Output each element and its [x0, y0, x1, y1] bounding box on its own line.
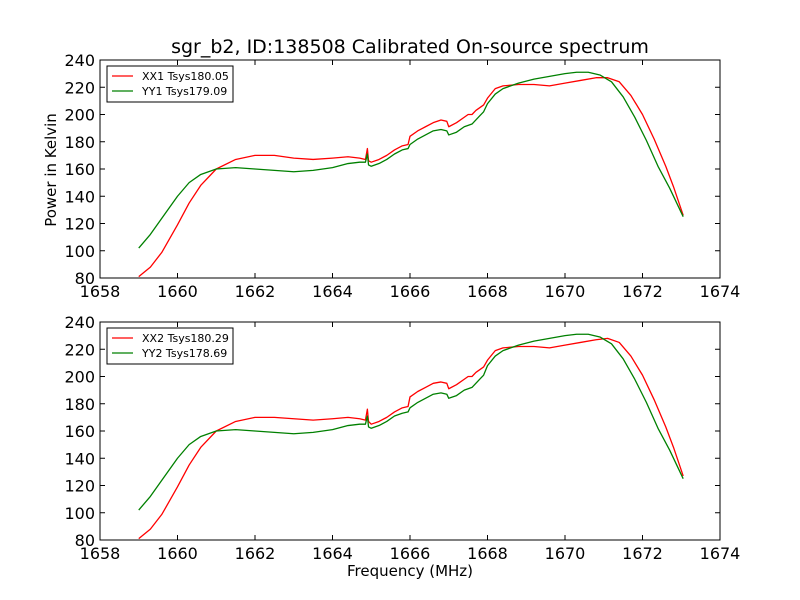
x-tick-label: 1658: [80, 544, 121, 563]
legend-label: XX2 Tsys180.29: [142, 332, 229, 345]
y-tick-label: 160: [64, 422, 95, 441]
y-tick-label: 200: [64, 106, 95, 125]
bottom-plot: 1658 1660 1662 1664 1666 1668 1670 1672 1674 80 10…: [64, 313, 740, 563]
y-tick-label: 100: [64, 504, 95, 523]
y-tick-label: 220: [64, 78, 95, 97]
y-tick-label: 160: [64, 160, 95, 179]
legend-label: XX1 Tsys180.05: [142, 70, 229, 83]
y-tick-label: 240: [64, 313, 95, 332]
x-tick-label: 1664: [312, 544, 353, 563]
series-line-green: [138, 71, 684, 249]
series-line-red: [138, 337, 684, 540]
y-tick-label: 220: [64, 340, 95, 359]
legend: XX1 Tsys180.05 YY1 Tsys179.09: [106, 65, 234, 103]
x-tick-label: 1670: [545, 282, 586, 301]
legend-box: [106, 327, 234, 365]
x-tick-label: 1674: [700, 282, 741, 301]
x-tick-label: 1672: [622, 282, 663, 301]
series-line-red: [138, 77, 684, 278]
x-tick-label: 1672: [622, 544, 663, 563]
y-tick-label: 120: [64, 215, 95, 234]
y-tick-label: 140: [64, 187, 95, 206]
y-tick-label: 80: [75, 269, 95, 288]
y-tick-label: 240: [64, 51, 95, 70]
legend: XX2 Tsys180.29 YY2 Tsys178.69: [106, 327, 234, 365]
y-tick-label: 80: [75, 531, 95, 550]
y-tick-label: 140: [64, 449, 95, 468]
y-tick-label: 200: [64, 368, 95, 387]
x-tick-label: 1662: [235, 282, 276, 301]
x-tick-label: 1666: [390, 282, 431, 301]
y-tick-label: 180: [64, 133, 95, 152]
x-tick-label: 1660: [157, 282, 198, 301]
x-tick-label: 1674: [700, 544, 741, 563]
legend-label: YY2 Tsys178.69: [141, 347, 227, 360]
x-tick-label: 1660: [157, 544, 198, 563]
legend-label: YY1 Tsys179.09: [141, 85, 227, 98]
y-tick-label: 100: [64, 242, 95, 261]
x-tick-label: 1668: [467, 282, 508, 301]
y-axis-label: Power in Kelvin: [42, 113, 60, 227]
x-tick-label: 1662: [235, 544, 276, 563]
y-tick-label: 180: [64, 395, 95, 414]
y-tick-label: 120: [64, 477, 95, 496]
x-axis-label: Frequency (MHz): [347, 562, 473, 580]
x-tick-label: 1670: [545, 544, 586, 563]
x-tick-label: 1666: [390, 544, 431, 563]
x-tick-label: 1664: [312, 282, 353, 301]
chart-title: sgr_b2, ID:138508 Calibrated On-source s…: [171, 36, 649, 58]
series-line-green: [138, 333, 684, 511]
x-tick-label: 1668: [467, 544, 508, 563]
x-tick-label: 1658: [80, 282, 121, 301]
legend-box: [106, 65, 234, 103]
top-plot: 1658 1660 1662 1664 1666 1668 1670 1672 1674 80 10…: [64, 51, 740, 301]
